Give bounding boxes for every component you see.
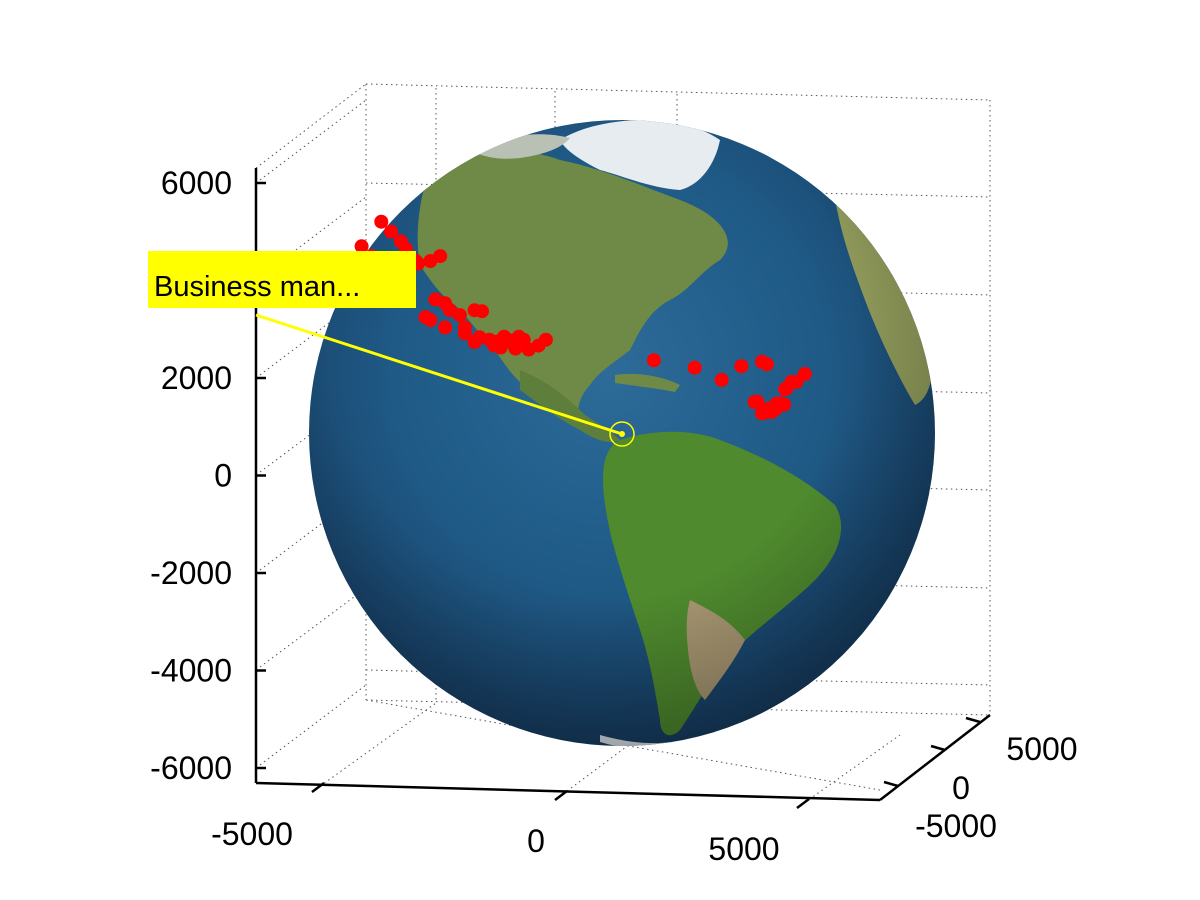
- data-point-41[interactable]: [538, 332, 553, 347]
- x-tick-label-1: 0: [527, 823, 545, 859]
- z-tick-label-4: 2000: [161, 360, 232, 396]
- data-point-16[interactable]: [747, 395, 762, 409]
- data-point-47[interactable]: [418, 310, 433, 325]
- annotation-box: [148, 251, 416, 308]
- data-point-21[interactable]: [797, 367, 812, 381]
- z-tick-label-2: -2000: [150, 555, 232, 591]
- data-point-43[interactable]: [489, 334, 504, 349]
- data-point-45[interactable]: [438, 320, 453, 335]
- x-tick-label-0: -5000: [211, 816, 293, 852]
- z-tick-label-3: 0: [214, 458, 232, 494]
- x-axis-line: [255, 781, 881, 802]
- point-annotation[interactable]: Business man...: [148, 251, 635, 447]
- data-point-63[interactable]: [433, 249, 448, 264]
- z-tick-label-1: -4000: [150, 653, 232, 689]
- y-tick-2: [965, 716, 981, 724]
- data-point-50[interactable]: [467, 303, 482, 318]
- data-point-40[interactable]: [506, 337, 521, 352]
- x-tick-2: [796, 798, 810, 809]
- data-point-24[interactable]: [646, 353, 661, 368]
- data-point-67[interactable]: [384, 224, 399, 239]
- data-point-66[interactable]: [393, 234, 408, 249]
- data-point-27[interactable]: [755, 354, 769, 369]
- y-tick-label-1: 0: [952, 770, 970, 806]
- annotation-label: Business man...: [154, 271, 360, 303]
- data-point-25[interactable]: [734, 359, 749, 374]
- annotation-target-dot: [619, 431, 625, 437]
- y-axis-line: [879, 714, 991, 801]
- y-tick-0: [883, 780, 899, 788]
- y-tick-1: [930, 744, 946, 752]
- data-point-33[interactable]: [467, 335, 482, 350]
- tick-labels: -6000-4000-20000200040006000-500005000-5…: [150, 165, 1077, 867]
- data-point-68[interactable]: [374, 214, 389, 229]
- data-point-22[interactable]: [714, 372, 729, 387]
- data-point-23[interactable]: [687, 360, 702, 375]
- data-point-14[interactable]: [768, 401, 783, 416]
- x-tick-label-2: 5000: [708, 831, 779, 867]
- annotation-leader-line: [255, 313, 623, 436]
- x-tick-1: [554, 790, 568, 801]
- y-tick-label-2: 5000: [1006, 731, 1077, 767]
- data-point-54[interactable]: [428, 292, 443, 307]
- annotation-target-circle: [609, 421, 635, 447]
- data-point-58[interactable]: [354, 239, 369, 254]
- x-tick-0: [311, 782, 325, 793]
- data-point-48[interactable]: [457, 320, 472, 335]
- z-tick-label-0: -6000: [150, 750, 232, 786]
- z-tick-label-6: 6000: [161, 165, 232, 201]
- y-tick-label-0: -5000: [915, 808, 997, 844]
